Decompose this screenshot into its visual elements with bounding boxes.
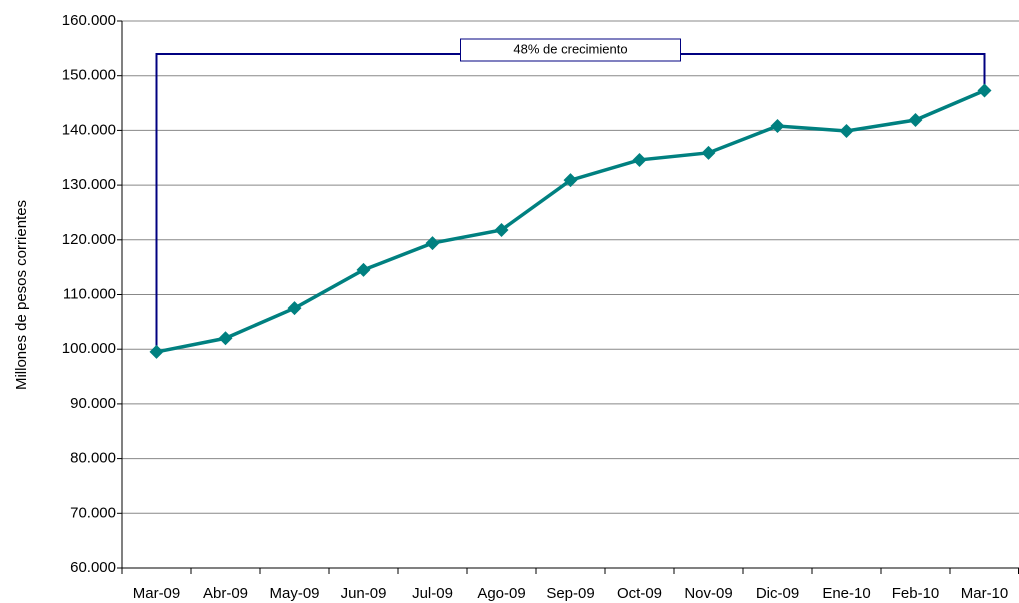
y-tick-label: 140.000 [62, 121, 116, 138]
x-tick-label: Oct-09 [617, 585, 662, 602]
data-point [563, 173, 578, 188]
data-point [977, 83, 992, 98]
x-tick-label: Mar-10 [961, 585, 1009, 602]
data-point [839, 123, 854, 138]
x-tick-label: Abr-09 [203, 585, 248, 602]
y-tick-label: 120.000 [62, 231, 116, 248]
data-point [218, 331, 233, 346]
data-point [425, 236, 440, 251]
y-tick-label: 90.000 [70, 395, 116, 412]
x-tick-label: Jul-09 [412, 585, 453, 602]
y-tick-label: 80.000 [70, 450, 116, 467]
y-tick-label: 160.000 [62, 12, 116, 29]
x-tick-label: Feb-10 [892, 585, 940, 602]
y-tick-label: 70.000 [70, 504, 116, 521]
series-line [156, 88, 986, 354]
x-tick-label: Ene-10 [822, 585, 870, 602]
x-tick-label: Dic-09 [756, 585, 799, 602]
data-point [494, 222, 509, 237]
data-point [149, 344, 164, 359]
data-point [701, 145, 716, 160]
x-tick-label: Ago-09 [477, 585, 525, 602]
data-point [770, 119, 785, 134]
x-tick-label: Sep-09 [546, 585, 594, 602]
annotation: 48% de crecimiento [513, 41, 627, 56]
x-tick-label: Mar-09 [133, 585, 181, 602]
y-tick-label: 150.000 [62, 67, 116, 84]
x-tick-label: Nov-09 [684, 585, 732, 602]
data-point [632, 152, 647, 167]
y-tick-label: 130.000 [62, 176, 116, 193]
data-point [908, 113, 923, 128]
data-point [287, 301, 302, 316]
y-axis-label: Millones de pesos corrientes [13, 200, 30, 390]
y-tick-label: 60.000 [70, 559, 116, 576]
annotation-box [460, 38, 681, 62]
y-tick-label: 110.000 [63, 285, 116, 302]
y-tick-label: 100.000 [62, 340, 116, 357]
data-point [356, 262, 371, 277]
x-tick-label: Jun-09 [341, 585, 387, 602]
x-tick-label: May-09 [269, 585, 319, 602]
